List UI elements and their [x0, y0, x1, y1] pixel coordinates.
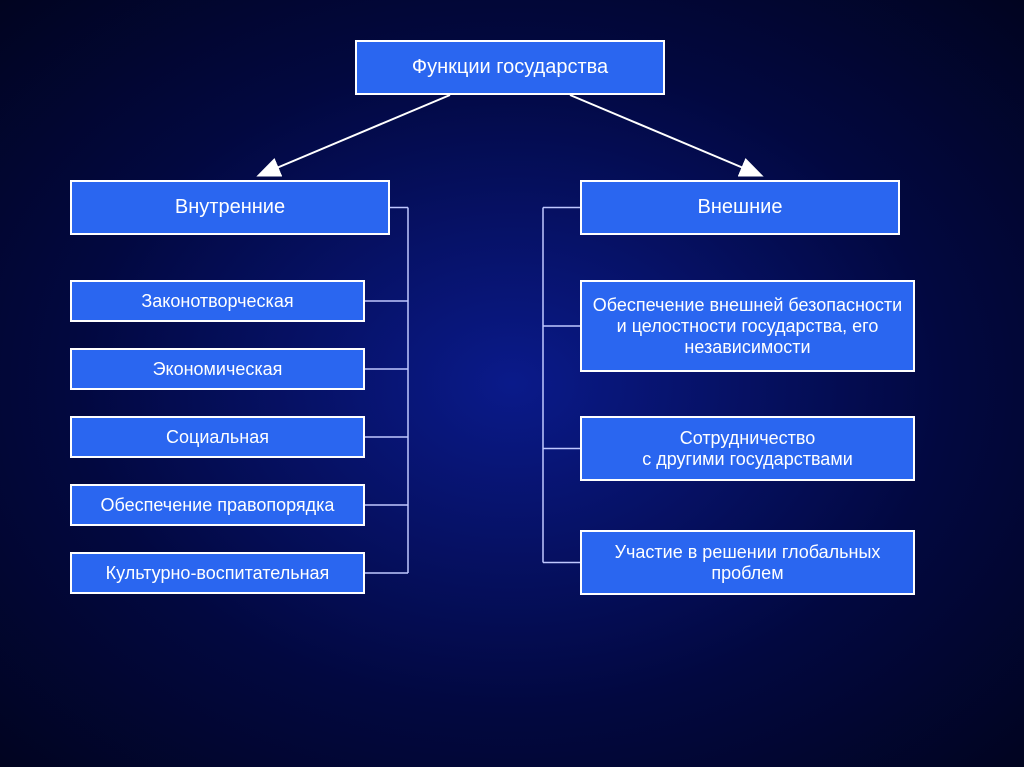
left-item-4: Культурно-воспитательная: [70, 552, 365, 594]
arrow-1: [570, 95, 760, 175]
right-item-0: Обеспечение внешней безопасности и целос…: [580, 280, 915, 372]
right-header-box: Внешние: [580, 180, 900, 235]
left-item-0: Законотворческая: [70, 280, 365, 322]
left-item-1: Экономическая: [70, 348, 365, 390]
left-header-box: Внутренние: [70, 180, 390, 235]
right-item-2: Участие в решении глобальных проблем: [580, 530, 915, 595]
left-item-3: Обеспечение правопорядка: [70, 484, 365, 526]
right-item-1: Сотрудничество с другими государствами: [580, 416, 915, 481]
title-box: Функции государства: [355, 40, 665, 95]
left-item-2: Социальная: [70, 416, 365, 458]
arrow-0: [260, 95, 450, 175]
